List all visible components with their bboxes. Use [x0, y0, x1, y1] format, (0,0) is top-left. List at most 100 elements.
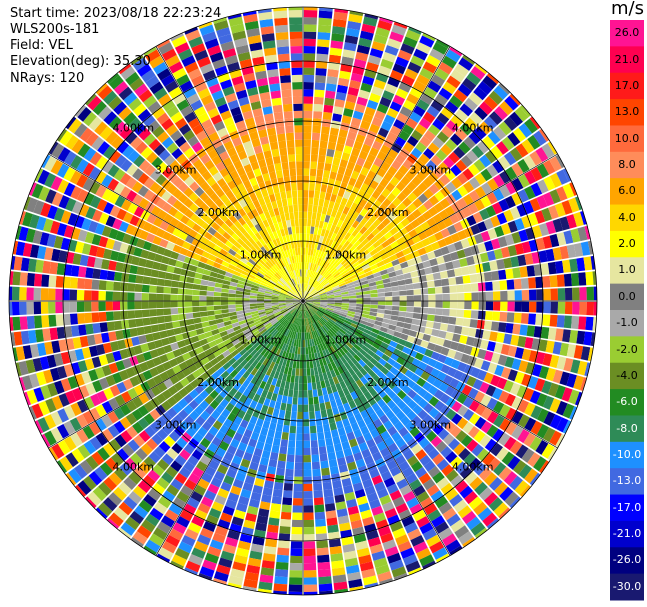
velocity-gate	[392, 63, 407, 75]
velocity-gate	[559, 371, 570, 386]
velocity-gate	[411, 383, 422, 394]
velocity-gate	[113, 281, 121, 291]
velocity-gate	[535, 440, 549, 455]
velocity-gate	[317, 162, 325, 170]
velocity-gate	[428, 195, 440, 206]
velocity-gate	[322, 423, 331, 432]
velocity-gate	[422, 560, 436, 570]
velocity-gate	[529, 151, 543, 166]
velocity-gate	[457, 83, 472, 97]
velocity-gate	[358, 348, 367, 356]
velocity-gate	[305, 303, 311, 309]
velocity-gate	[432, 136, 445, 149]
velocity-gate	[319, 453, 328, 462]
velocity-gate	[312, 294, 320, 298]
velocity-gate	[213, 296, 221, 301]
velocity-gate	[470, 283, 479, 292]
velocity-gate	[228, 293, 236, 298]
velocity-gate	[317, 227, 323, 236]
velocity-gate	[391, 291, 400, 297]
velocity-gate	[449, 494, 463, 507]
velocity-gate	[400, 261, 409, 269]
velocity-gate	[353, 314, 362, 320]
velocity-gate	[370, 304, 378, 309]
velocity-gate	[325, 273, 332, 280]
velocity-gate	[474, 403, 487, 416]
velocity-gate	[127, 310, 136, 319]
velocity-gate	[443, 156, 455, 169]
velocity-gate	[303, 269, 305, 277]
velocity-gate	[282, 103, 293, 112]
velocity-gate	[514, 243, 525, 255]
velocity-gate	[457, 293, 465, 301]
velocity-gate	[402, 247, 411, 256]
velocity-gate	[334, 333, 341, 341]
velocity-gate	[428, 396, 440, 407]
velocity-gate	[303, 512, 314, 520]
velocity-gate	[371, 190, 381, 200]
velocity-gate	[310, 161, 318, 170]
velocity-gate	[452, 333, 461, 343]
velocity-gate	[316, 285, 323, 291]
velocity-gate	[496, 377, 508, 390]
velocity-gate	[386, 380, 396, 390]
velocity-gate	[313, 298, 321, 300]
velocity-gate	[341, 303, 350, 306]
velocity-gate	[386, 131, 398, 143]
velocity-gate	[142, 317, 151, 326]
velocity-gate	[552, 369, 564, 384]
velocity-gate	[278, 409, 286, 418]
velocity-gate	[432, 322, 442, 330]
velocity-gate	[433, 344, 443, 354]
velocity-gate	[313, 314, 319, 321]
velocity-gate	[285, 132, 295, 141]
velocity-gate	[411, 343, 420, 352]
velocity-gate	[363, 416, 373, 426]
velocity-gate	[287, 147, 295, 155]
velocity-gate	[355, 51, 369, 62]
velocity-gate	[348, 177, 357, 187]
velocity-gate	[327, 265, 334, 272]
velocity-gate	[401, 405, 412, 416]
velocity-gate	[84, 290, 92, 301]
velocity-gate	[292, 397, 298, 405]
velocity-gate	[432, 118, 445, 131]
velocity-gate	[283, 111, 293, 119]
velocity-gate	[325, 437, 334, 447]
velocity-gate	[468, 457, 482, 471]
velocity-gate	[352, 110, 364, 120]
velocity-gate	[385, 182, 396, 193]
velocity-gate	[326, 339, 332, 348]
velocity-gate	[303, 161, 310, 169]
velocity-gate	[298, 211, 303, 219]
velocity-gate	[274, 430, 282, 440]
velocity-gate	[318, 147, 327, 156]
velocity-gate	[538, 250, 548, 263]
velocity-gate	[76, 289, 85, 301]
velocity-gate	[303, 404, 309, 412]
velocity-gate	[389, 176, 400, 187]
velocity-gate	[332, 285, 340, 290]
velocity-gate	[289, 17, 303, 25]
velocity-gate	[384, 333, 394, 341]
velocity-gate	[295, 154, 303, 162]
velocity-gate	[494, 481, 508, 496]
velocity-gate	[512, 460, 527, 475]
velocity-gate	[324, 285, 332, 290]
velocity-gate	[464, 471, 478, 485]
velocity-gate	[69, 313, 78, 325]
velocity-gate	[456, 309, 465, 318]
velocity-gate	[464, 491, 478, 505]
velocity-gate	[343, 322, 351, 328]
velocity-gate	[305, 298, 314, 301]
velocity-gate	[427, 171, 439, 183]
velocity-gate	[305, 302, 312, 307]
velocity-gate	[299, 233, 303, 241]
velocity-gate	[320, 213, 326, 222]
velocity-gate	[368, 387, 378, 397]
velocity-gate	[312, 234, 317, 242]
velocity-gate	[228, 308, 237, 313]
velocity-gate	[554, 202, 566, 217]
velocity-gate	[449, 341, 459, 351]
velocity-gate	[521, 301, 530, 313]
